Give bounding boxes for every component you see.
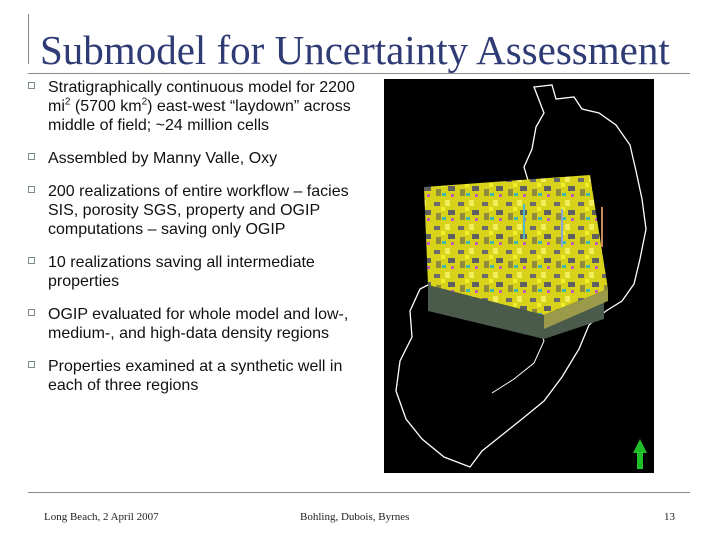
bullet-text: OGIP evaluated for whole model and low-,… — [48, 306, 349, 342]
bullet-text-part: Stratigraphically continuous model for 2… — [48, 79, 355, 115]
model-slab-face — [544, 289, 608, 329]
square-bullet-icon — [28, 361, 35, 368]
square-bullet-icon — [28, 257, 35, 264]
model-slab-side — [428, 285, 604, 339]
title-vertical-rule — [28, 14, 29, 64]
bullet-item: 200 realizations of entire workflow – fa… — [26, 182, 371, 239]
bullet-text: 200 realizations of entire workflow – fa… — [48, 183, 349, 238]
footer-center: Bohling, Dubois, Byrnes — [300, 511, 410, 523]
bullet-text: 10 realizations saving all intermediate … — [48, 254, 315, 290]
bullet-text: Assembled by Manny Valle, Oxy — [48, 150, 278, 167]
superscript: 2 — [141, 96, 148, 108]
square-bullet-icon — [28, 153, 35, 160]
superscript: 2 — [64, 96, 71, 108]
bullet-item: OGIP evaluated for whole model and low-,… — [26, 305, 371, 343]
square-bullet-icon — [28, 309, 35, 316]
bullet-item: 10 realizations saving all intermediate … — [26, 253, 371, 291]
footer-left: Long Beach, 2 April 2007 — [44, 511, 159, 523]
bullet-list: Stratigraphically continuous model for 2… — [26, 78, 371, 409]
bullet-text: Properties examined at a synthetic well … — [48, 358, 343, 394]
model-map-image — [384, 79, 654, 473]
square-bullet-icon — [28, 82, 35, 89]
bullet-text-part: (5700 km — [70, 98, 142, 115]
bullet-item: Properties examined at a synthetic well … — [26, 357, 371, 395]
bullet-item: Assembled by Manny Valle, Oxy — [26, 149, 371, 168]
title-horizontal-rule — [28, 73, 690, 74]
north-arrow-icon — [633, 439, 647, 469]
bullet-text-part: ) east-west “laydown” across middle of f… — [48, 98, 351, 134]
page-number: 13 — [664, 511, 675, 523]
footer-rule — [28, 492, 690, 493]
bullet-item: Stratigraphically continuous model for 2… — [26, 78, 371, 135]
model-map-svg — [395, 84, 647, 469]
slide-title: Submodel for Uncertainty Assessment — [40, 27, 670, 73]
square-bullet-icon — [28, 186, 35, 193]
